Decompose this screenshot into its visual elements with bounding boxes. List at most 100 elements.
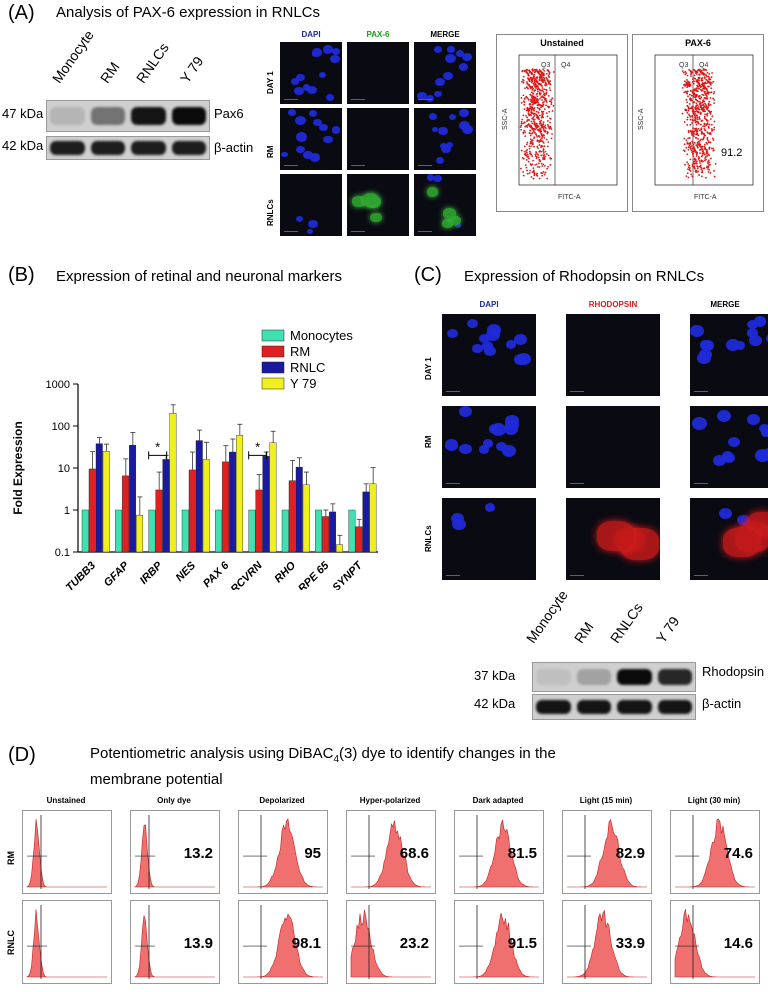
nucleus <box>753 316 767 327</box>
event-dot <box>543 108 546 111</box>
nucleus <box>489 424 500 434</box>
event-dot <box>546 115 549 118</box>
event-dot <box>542 121 545 124</box>
nucleus <box>435 157 444 164</box>
event-dot <box>525 143 528 146</box>
event-dot <box>703 159 706 162</box>
blot-band <box>50 107 85 125</box>
event-dot <box>699 113 702 115</box>
rhodopsin-stained-cell <box>722 528 759 557</box>
kda-label: 42 kDa <box>2 138 44 153</box>
nucleus <box>435 77 446 87</box>
histogram-column-header: Dark adapted <box>472 796 524 805</box>
event-dot <box>695 93 698 96</box>
event-dot <box>540 132 542 135</box>
event-dot <box>693 165 696 168</box>
panel-b-letter: (B) <box>8 264 35 286</box>
event-dot <box>524 69 526 72</box>
event-dot <box>697 140 700 143</box>
blot-band <box>536 668 571 686</box>
lane-label: Y 79 <box>652 613 683 646</box>
event-dot <box>522 114 525 117</box>
event-dot <box>539 131 542 134</box>
event-dot <box>521 122 524 125</box>
bar <box>148 509 156 553</box>
event-dot <box>707 106 710 108</box>
event-dot <box>532 177 535 180</box>
histogram-percentage: 91.5 <box>507 935 537 952</box>
event-dot <box>689 83 692 86</box>
bar <box>181 509 189 553</box>
nucleus <box>427 174 435 181</box>
protein-label: Rhodopsin <box>702 664 765 679</box>
event-dot <box>525 154 527 157</box>
event-dot <box>531 97 534 100</box>
event-dot <box>693 117 696 119</box>
event-dot <box>547 154 550 157</box>
bar <box>222 461 230 553</box>
event-dot <box>542 110 545 113</box>
scale-bar <box>351 99 365 100</box>
event-dot <box>521 80 523 83</box>
event-dot <box>701 101 704 104</box>
bar <box>162 459 170 553</box>
event-dot <box>689 143 692 145</box>
event-dot <box>542 152 545 154</box>
event-dot <box>542 68 545 71</box>
event-dot <box>548 110 551 113</box>
event-dot <box>709 91 711 94</box>
event-dot <box>689 73 692 76</box>
event-dot <box>692 82 695 85</box>
event-dot <box>684 73 687 76</box>
event-dot <box>522 171 524 173</box>
panel-d-title: Potentiometric analysis using DiBAC4(3) … <box>90 744 730 790</box>
protein-label: β-actin <box>702 696 742 711</box>
bar <box>229 451 237 553</box>
quadrant-label: Q3 <box>541 62 550 69</box>
event-dot <box>542 171 545 173</box>
event-dot <box>520 149 523 152</box>
event-dot <box>703 145 706 148</box>
kda-label: 47 kDa <box>2 106 44 121</box>
quadrant-label: Q3 <box>679 62 688 69</box>
nucleus <box>465 54 473 61</box>
event-dot <box>697 146 699 149</box>
event-dot <box>550 137 553 140</box>
nucleus <box>483 345 497 357</box>
event-dot <box>706 150 708 153</box>
event-dot <box>696 118 699 121</box>
nucleus <box>719 507 733 519</box>
blot-band <box>576 668 611 686</box>
event-dot <box>701 119 704 122</box>
histogram-percentage: 23.2 <box>399 935 429 952</box>
event-dot <box>528 147 531 150</box>
event-dot <box>545 153 548 155</box>
event-dot <box>706 136 709 139</box>
blot-band <box>576 699 611 715</box>
nucleus <box>723 453 736 464</box>
nucleus <box>445 53 456 64</box>
event-dot <box>536 106 539 109</box>
event-dot <box>702 160 704 163</box>
bar <box>215 509 223 553</box>
event-dot <box>549 164 552 166</box>
event-dot <box>695 98 698 101</box>
event-dot <box>538 78 541 81</box>
event-dot <box>524 87 526 90</box>
event-dot <box>541 78 544 81</box>
event-dot <box>543 130 546 132</box>
quadrant-label: Q4 <box>561 62 570 69</box>
event-dot <box>710 87 713 90</box>
event-dot <box>702 109 705 112</box>
event-dot <box>538 128 541 131</box>
event-dot <box>530 120 533 123</box>
bar <box>88 468 96 553</box>
event-dot <box>544 164 546 167</box>
event-dot <box>542 128 545 130</box>
event-dot <box>709 157 712 160</box>
event-dot <box>546 177 548 180</box>
event-dot <box>529 124 532 127</box>
event-dot <box>695 171 698 174</box>
event-dot <box>705 148 707 151</box>
micrograph-tile <box>442 498 536 580</box>
